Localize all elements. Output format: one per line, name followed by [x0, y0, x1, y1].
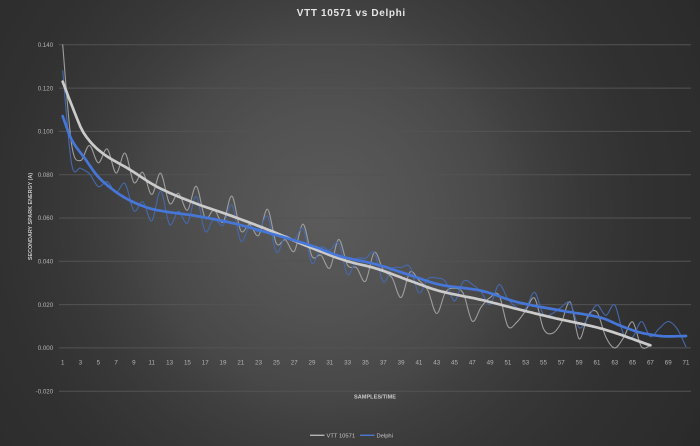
svg-text:0.080: 0.080 — [38, 172, 54, 179]
svg-text:15: 15 — [184, 360, 191, 367]
svg-text:11: 11 — [148, 360, 155, 367]
svg-text:57: 57 — [558, 360, 565, 367]
svg-text:19: 19 — [220, 360, 227, 367]
svg-text:55: 55 — [540, 360, 547, 367]
svg-text:27: 27 — [291, 360, 298, 367]
svg-text:21: 21 — [237, 360, 244, 367]
svg-text:59: 59 — [576, 360, 583, 367]
svg-text:67: 67 — [647, 360, 654, 367]
svg-text:5: 5 — [97, 360, 101, 367]
svg-text:0.020: 0.020 — [38, 302, 54, 309]
svg-text:25: 25 — [273, 360, 280, 367]
svg-text:0.000: 0.000 — [38, 345, 54, 352]
svg-text:9: 9 — [132, 360, 136, 367]
svg-text:45: 45 — [451, 360, 458, 367]
svg-text:0.100: 0.100 — [38, 129, 54, 136]
svg-text:39: 39 — [398, 360, 405, 367]
svg-text:SECONDARY SPARK ENERGY (A): SECONDARY SPARK ENERGY (A) — [28, 173, 34, 260]
svg-text:71: 71 — [683, 360, 690, 367]
svg-text:3: 3 — [79, 360, 83, 367]
svg-text:53: 53 — [522, 360, 529, 367]
svg-text:49: 49 — [487, 360, 494, 367]
svg-text:61: 61 — [594, 360, 601, 367]
svg-text:0.040: 0.040 — [38, 259, 54, 266]
svg-text:0.140: 0.140 — [38, 42, 54, 49]
svg-text:-0.020: -0.020 — [36, 388, 54, 395]
svg-text:33: 33 — [344, 360, 351, 367]
svg-text:23: 23 — [255, 360, 262, 367]
svg-text:0.120: 0.120 — [38, 85, 54, 92]
svg-text:13: 13 — [166, 360, 173, 367]
svg-text:51: 51 — [504, 360, 511, 367]
svg-text:35: 35 — [362, 360, 369, 367]
svg-text:63: 63 — [611, 360, 618, 367]
svg-text:41: 41 — [415, 360, 422, 367]
svg-text:VTT 10571 vs Delphi: VTT 10571 vs Delphi — [297, 8, 406, 19]
svg-text:31: 31 — [326, 360, 333, 367]
svg-text:SAMPLES/TIME: SAMPLES/TIME — [354, 395, 396, 401]
svg-text:37: 37 — [380, 360, 387, 367]
svg-text:7: 7 — [114, 360, 118, 367]
svg-text:1: 1 — [61, 360, 65, 367]
svg-text:VTT 10571: VTT 10571 — [327, 433, 356, 439]
svg-text:65: 65 — [629, 360, 636, 367]
svg-text:Delphi: Delphi — [377, 433, 393, 439]
svg-text:47: 47 — [469, 360, 476, 367]
svg-text:29: 29 — [309, 360, 316, 367]
svg-text:43: 43 — [433, 360, 440, 367]
svg-text:0.060: 0.060 — [38, 215, 54, 222]
svg-text:17: 17 — [202, 360, 209, 367]
svg-text:69: 69 — [665, 360, 672, 367]
